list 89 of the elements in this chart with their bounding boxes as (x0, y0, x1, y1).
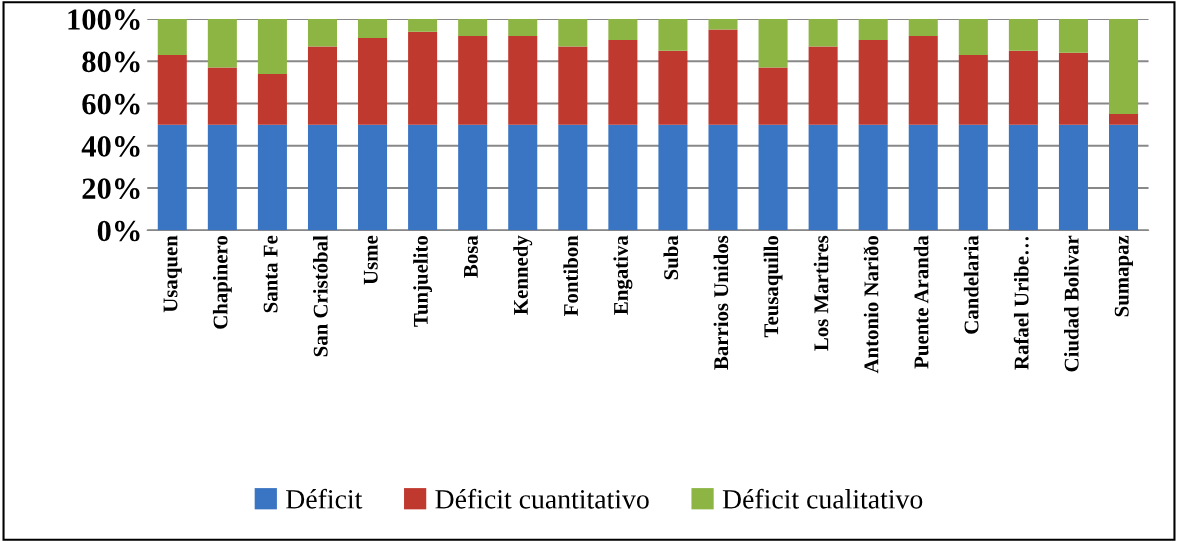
x-tick-label: Candelaria (963, 235, 979, 334)
x-tick-label: Sumapaz (1114, 235, 1133, 317)
x-tick-label: Puente Aranda (913, 235, 929, 369)
x-tick-label: Fontibon (563, 235, 579, 316)
bar (708, 29, 738, 125)
y-tick-label: 20% (82, 178, 140, 200)
x-tick-label: Suba (663, 235, 679, 280)
x-tick-label: Chapinero (212, 236, 232, 329)
y-tick-label: 40% (81, 136, 140, 157)
bar (658, 50, 688, 125)
bar (558, 46, 588, 125)
bar (958, 54, 988, 125)
bar (858, 40, 888, 125)
y-tick-label: 80% (82, 51, 140, 73)
legend-label: Déficit cuantitativo (435, 488, 649, 509)
bar (958, 124, 988, 231)
bar (157, 18, 187, 55)
bar (908, 18, 938, 36)
bar (207, 18, 237, 68)
x-tick-label: Los Martires (813, 235, 829, 351)
bar (358, 37, 388, 125)
x-tick-label: Engativa (613, 235, 633, 315)
legend-label: Déficit cualitativo (722, 488, 923, 509)
bar (408, 31, 438, 125)
bar (257, 18, 287, 74)
bar (458, 124, 488, 231)
bar (758, 18, 788, 68)
bar (558, 18, 588, 47)
bar (508, 35, 538, 125)
bar (608, 40, 638, 125)
bar (658, 18, 688, 51)
x-tick-label: Tunjuelito (413, 236, 433, 327)
bar (1109, 124, 1139, 231)
bar (1008, 50, 1038, 125)
x-tick-label: Ciudad Bolivar (1064, 235, 1079, 372)
bar (257, 73, 287, 125)
x-tick-label: Santa Fe (263, 235, 278, 313)
bar (307, 46, 337, 125)
bar (257, 124, 287, 231)
bar (708, 124, 738, 231)
bar (1109, 114, 1139, 125)
bar (808, 18, 838, 47)
bar (1008, 124, 1038, 231)
bar (307, 124, 337, 231)
x-tick-label: Teusaquillo (763, 236, 783, 338)
bar (508, 18, 538, 36)
bar (408, 18, 438, 32)
bar (958, 18, 988, 55)
bar (858, 124, 888, 231)
legend-label: Déficit (286, 488, 363, 509)
bar (358, 18, 388, 38)
bar (1109, 18, 1139, 115)
x-tick-label: San Cristóbal (313, 235, 328, 357)
x-tick-label: Usaquen (163, 235, 182, 313)
bar (708, 18, 738, 30)
bar (307, 18, 337, 47)
bar (658, 124, 688, 231)
x-tick-label: Usme (363, 235, 378, 285)
x-tick-label: Kennedy (513, 235, 533, 315)
bar (207, 124, 237, 231)
bar (408, 124, 438, 231)
bar (1008, 18, 1038, 51)
bar (858, 18, 888, 41)
bar (1058, 124, 1088, 231)
x-tick-label: Bosa (464, 235, 478, 278)
y-tick-label: 0% (97, 220, 140, 242)
x-tick-label: Rafael Uribe… (1013, 236, 1029, 370)
bar (358, 124, 388, 231)
bar (758, 67, 788, 125)
x-tick-label: Antonio Nariðo (863, 236, 879, 374)
bar (608, 18, 638, 41)
bar (1058, 18, 1088, 53)
bar (608, 124, 638, 231)
bar (207, 67, 237, 125)
bar (908, 35, 938, 125)
bar (808, 46, 838, 125)
bar (458, 35, 488, 125)
y-tick-label: 100% (68, 9, 140, 30)
bar (908, 124, 938, 231)
bar (458, 18, 488, 36)
bar (157, 54, 187, 125)
bar (808, 124, 838, 231)
bar (508, 124, 538, 231)
bar (157, 124, 187, 231)
bar (758, 124, 788, 231)
y-tick-label: 60% (82, 93, 140, 115)
bar (558, 124, 588, 231)
bar (1058, 52, 1088, 125)
x-tick-label: Barrios Unidos (713, 235, 729, 370)
